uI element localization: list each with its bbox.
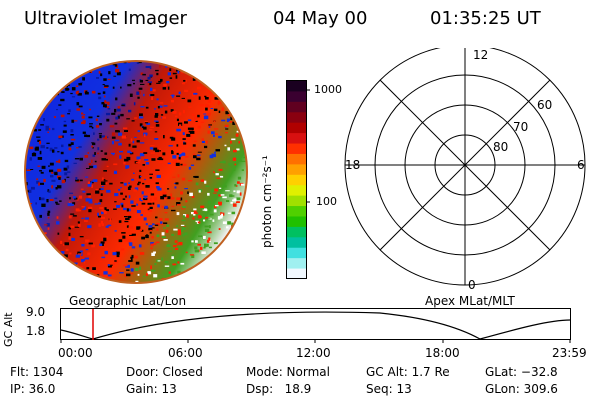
colorbar-band <box>287 143 306 155</box>
gc-alt-value: GC Alt: 1.7 Re <box>366 365 450 379</box>
time-label: 01:35:25 UT <box>430 8 541 29</box>
colorbar-tick-1000: 1000 <box>314 83 342 96</box>
polar-label-18: 18 <box>345 158 361 172</box>
polar-label-12: 12 <box>473 48 489 62</box>
colorbar-band <box>287 101 306 113</box>
uv-image[interactable] <box>22 58 250 286</box>
glon-value: GLon: 309.6 <box>485 382 558 396</box>
time-tick-2359: 23:59 <box>552 346 587 360</box>
colorbar-band <box>287 185 306 197</box>
colorbar-band <box>287 122 306 134</box>
colorbar-band <box>287 164 306 176</box>
colorbar-band <box>287 206 306 217</box>
door-status: Door: Closed <box>126 365 203 379</box>
colorbar-unit-label: photon cm⁻²s⁻¹ <box>260 155 274 248</box>
date-label: 04 May 00 <box>273 8 368 29</box>
colorbar-band <box>287 247 306 259</box>
polar-label-0: 0 <box>468 278 476 292</box>
flight-number: Flt: 1304 <box>10 365 64 379</box>
ip-value: IP: 36.0 <box>10 382 56 396</box>
polar-lat-60: 60 <box>537 98 553 112</box>
apex-label: Apex MLat/MLT <box>425 294 515 308</box>
colorbar-band <box>287 153 306 165</box>
colorbar-band <box>287 112 306 124</box>
colorbar-band <box>287 133 306 145</box>
time-tick-0600: 06:00 <box>168 346 203 360</box>
polar-lat-80: 80 <box>493 140 509 154</box>
polar-lat-70: 70 <box>513 120 529 134</box>
colorbar-band <box>287 195 306 207</box>
glat-value: GLat: −32.8 <box>485 365 558 379</box>
geographic-label: Geographic Lat/Lon <box>69 294 187 308</box>
instrument-title: Ultraviolet Imager <box>24 8 187 29</box>
polar-label-6: 6 <box>577 158 585 172</box>
mode-value: Mode: Normal <box>246 365 330 379</box>
colorbar-band <box>287 174 306 186</box>
gc-alt-tick-9: 9.0 <box>26 305 46 319</box>
time-tick-1200: 12:00 <box>296 346 331 360</box>
colorbar-band <box>287 91 306 103</box>
gain-value: Gain: 13 <box>126 382 177 396</box>
altitude-timeline[interactable] <box>60 308 573 344</box>
time-tick-1800: 18:00 <box>425 346 460 360</box>
dsp-value: Dsp: 18.9 <box>246 382 312 396</box>
colorbar-band <box>287 81 306 92</box>
colorbar-tick-100: 100 <box>316 195 337 208</box>
colorbar-band <box>287 226 306 238</box>
colorbar-band <box>287 216 306 228</box>
colorbar-band <box>287 268 306 280</box>
seq-value: Seq: 13 <box>366 382 412 396</box>
colorbar-band <box>287 237 306 249</box>
time-tick-0000: 00:00 <box>58 346 93 360</box>
gc-alt-axis-label: GC Alt <box>2 312 15 347</box>
polar-plot[interactable] <box>340 48 590 293</box>
colorbar-band <box>287 258 306 270</box>
gc-alt-tick-1.8: 1.8 <box>26 324 46 338</box>
colorbar <box>286 80 310 280</box>
